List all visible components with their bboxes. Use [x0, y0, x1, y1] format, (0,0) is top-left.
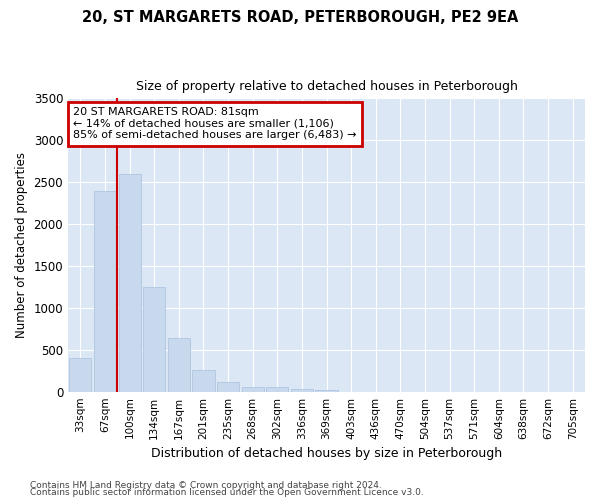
Bar [242, 387, 264, 392]
Bar [291, 389, 313, 392]
Bar [266, 388, 289, 392]
Bar [217, 382, 239, 392]
Bar [94, 190, 116, 392]
Y-axis label: Number of detached properties: Number of detached properties [15, 152, 28, 338]
X-axis label: Distribution of detached houses by size in Peterborough: Distribution of detached houses by size … [151, 447, 502, 460]
Title: Size of property relative to detached houses in Peterborough: Size of property relative to detached ho… [136, 80, 517, 93]
Text: Contains public sector information licensed under the Open Government Licence v3: Contains public sector information licen… [30, 488, 424, 497]
Text: 20, ST MARGARETS ROAD, PETERBOROUGH, PE2 9EA: 20, ST MARGARETS ROAD, PETERBOROUGH, PE2… [82, 10, 518, 25]
Bar [168, 338, 190, 392]
Bar [316, 390, 338, 392]
Bar [69, 358, 91, 392]
Text: 20 ST MARGARETS ROAD: 81sqm
← 14% of detached houses are smaller (1,106)
85% of : 20 ST MARGARETS ROAD: 81sqm ← 14% of det… [73, 107, 357, 140]
Text: Contains HM Land Registry data © Crown copyright and database right 2024.: Contains HM Land Registry data © Crown c… [30, 480, 382, 490]
Bar [193, 370, 215, 392]
Bar [143, 287, 165, 392]
Bar [119, 174, 140, 392]
